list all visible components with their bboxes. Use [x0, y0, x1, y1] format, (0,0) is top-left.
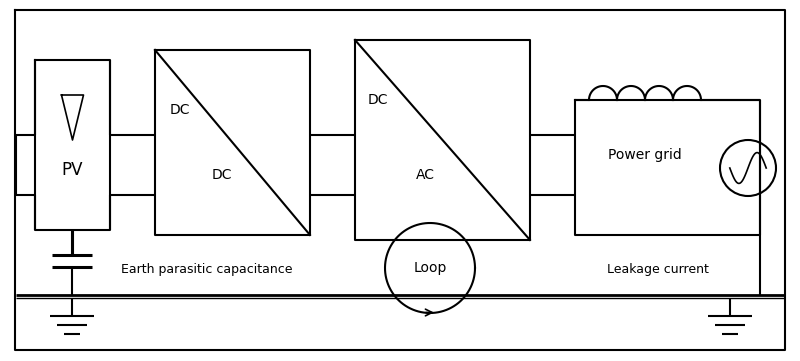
- Text: Earth parasitic capacitance: Earth parasitic capacitance: [122, 264, 293, 277]
- Text: DC: DC: [212, 168, 232, 182]
- Text: DC: DC: [170, 103, 190, 117]
- Text: AC: AC: [415, 168, 434, 182]
- Text: PV: PV: [62, 161, 82, 179]
- Text: Power grid: Power grid: [608, 148, 682, 162]
- Text: Leakage current: Leakage current: [607, 264, 709, 277]
- Text: DC: DC: [368, 93, 388, 107]
- Text: Loop: Loop: [414, 261, 446, 275]
